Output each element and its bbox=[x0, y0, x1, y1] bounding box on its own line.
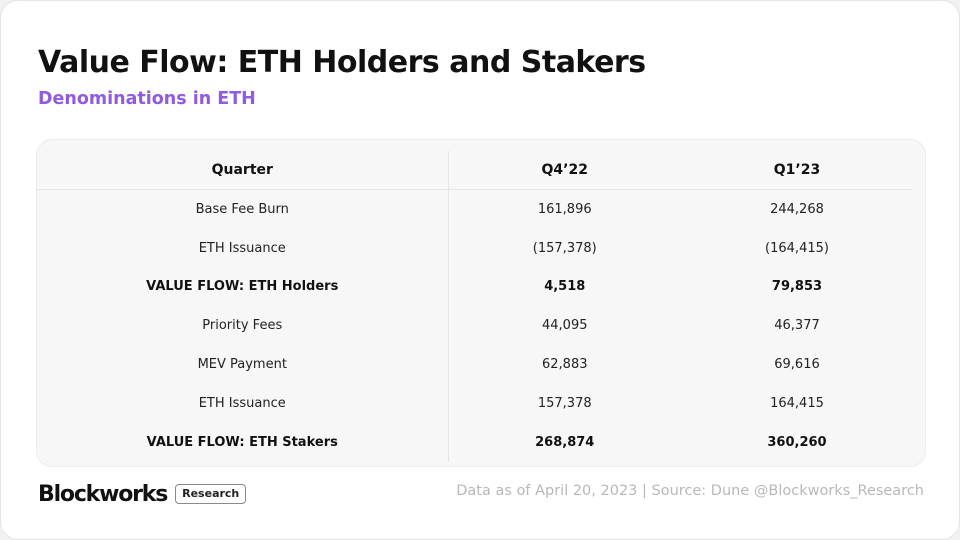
cell-q4-22: (157,378) bbox=[532, 240, 597, 256]
table-row-eth-issuance-holders: ETH Issuance (157,378) (164,415) bbox=[37, 228, 913, 268]
value-flow-table-card: Quarter Q4’22 Q1’23 Base Fee Burn 161,89… bbox=[36, 139, 926, 467]
table-row-value-flow-holders: VALUE FLOW: ETH Holders 4,518 79,853 bbox=[37, 267, 913, 307]
column-header-q1-23: Q1’23 bbox=[681, 151, 913, 190]
table-row-mev-payment: MEV Payment 62,883 69,616 bbox=[37, 345, 913, 384]
cell-q1-23: 164,415 bbox=[770, 395, 824, 411]
cell-q1-23: 69,616 bbox=[774, 357, 820, 373]
cell-q4-22: 44,095 bbox=[542, 318, 588, 334]
research-badge: Research bbox=[175, 484, 247, 504]
table-row-value-flow-stakers: VALUE FLOW: ETH Stakers 268,874 360,260 bbox=[37, 422, 913, 462]
row-label: Priority Fees bbox=[37, 306, 449, 346]
source-note: Data as of April 20, 2023 | Source: Dune… bbox=[456, 483, 924, 499]
table-header-row: Quarter Q4’22 Q1’23 bbox=[37, 151, 913, 190]
row-label: ETH Issuance bbox=[37, 228, 449, 268]
row-label: ETH Issuance bbox=[37, 383, 449, 423]
cell-q4-22: 4,518 bbox=[544, 279, 586, 295]
page-subtitle: Denominations in ETH bbox=[38, 89, 256, 109]
table-row-priority-fees: Priority Fees 44,095 46,377 bbox=[37, 306, 913, 346]
cell-q1-23: 360,260 bbox=[767, 434, 827, 450]
table-row-eth-issuance-stakers: ETH Issuance 157,378 164,415 bbox=[37, 383, 913, 423]
logo-wordmark: Blockworks bbox=[38, 481, 168, 507]
column-header-quarter: Quarter bbox=[37, 151, 449, 190]
cell-q4-22: 161,896 bbox=[537, 201, 592, 217]
column-header-q4-22: Q4’22 bbox=[448, 151, 681, 190]
row-label: MEV Payment bbox=[37, 345, 449, 384]
page-title: Value Flow: ETH Holders and Stakers bbox=[38, 45, 646, 80]
value-flow-table: Quarter Q4’22 Q1’23 Base Fee Burn 161,89… bbox=[37, 151, 913, 462]
row-label: VALUE FLOW: ETH Holders bbox=[37, 267, 449, 307]
row-label: Base Fee Burn bbox=[37, 189, 449, 229]
blockworks-research-logo: Blockworks Research bbox=[38, 481, 247, 507]
cell-q1-23: 79,853 bbox=[771, 279, 823, 295]
cell-q1-23: 46,377 bbox=[774, 318, 820, 334]
cell-q4-22: 62,883 bbox=[542, 357, 588, 373]
cell-q1-23: (164,415) bbox=[765, 240, 829, 256]
cell-q4-22: 157,378 bbox=[537, 395, 592, 411]
table-row-base-fee-burn: Base Fee Burn 161,896 244,268 bbox=[37, 189, 913, 229]
cell-q1-23: 244,268 bbox=[770, 201, 824, 217]
row-label: VALUE FLOW: ETH Stakers bbox=[37, 422, 449, 462]
cell-q4-22: 268,874 bbox=[535, 434, 595, 450]
